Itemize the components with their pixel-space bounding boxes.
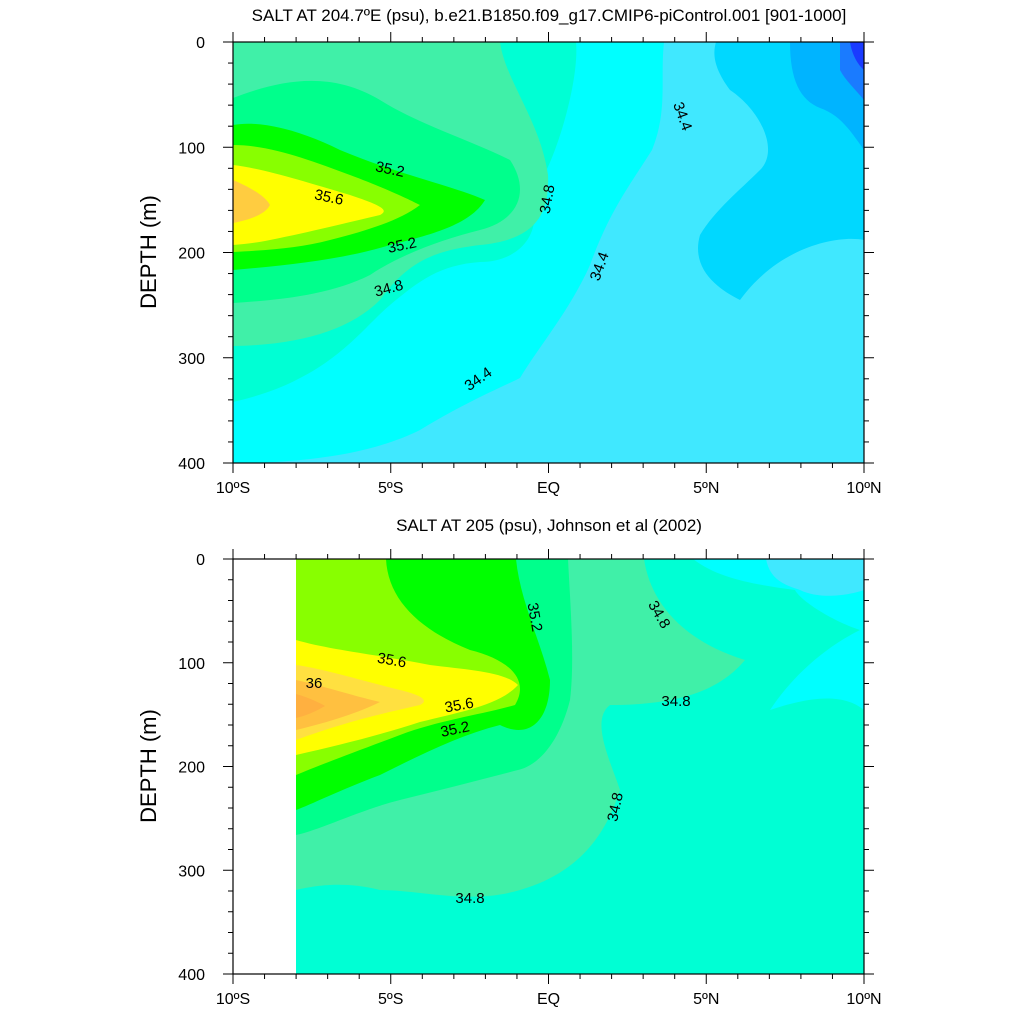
x-tick-label: 10ºS <box>216 991 250 1008</box>
panel1-title: SALT AT 204.7ºE (psu), b.e21.B1850.f09_g… <box>252 6 847 25</box>
contour-label: 35.2 <box>439 718 471 741</box>
y-tick-label: 0 <box>196 552 205 569</box>
contour-label: 34.8 <box>373 277 406 301</box>
y-tick-label: 300 <box>178 351 205 368</box>
panel2-contours <box>296 559 864 974</box>
contour-label: 34.8 <box>537 183 559 215</box>
y-tick-label: 200 <box>178 760 205 777</box>
panel1-ylabel: DEPTH (m) <box>136 195 161 309</box>
contour-label: 35.2 <box>374 158 406 181</box>
contour-label: 35.6 <box>443 695 475 717</box>
x-tick-label: 5ºN <box>693 480 719 497</box>
contour-label: 34.8 <box>661 693 690 710</box>
panel2-ylabel: DEPTH (m) <box>136 709 161 823</box>
fill-35.6 <box>233 165 384 245</box>
y-tick-label: 100 <box>178 656 205 673</box>
y-tick-label: 100 <box>178 140 205 157</box>
panel1-ticks: 10ºS 5ºS EQ 5ºN 10ºN 0 100 200 300 400 <box>178 32 882 497</box>
contour-label: 35.6 <box>313 186 345 209</box>
fill-33.6 <box>850 42 864 70</box>
y-tick-label: 400 <box>178 456 205 473</box>
contour-label: 34.8 <box>604 791 627 823</box>
contour-label: 35.6 <box>376 650 408 672</box>
fill-36.0 <box>296 680 380 730</box>
y-tick-label: 200 <box>178 246 205 263</box>
contour-label: 34.8 <box>455 890 484 907</box>
x-tick-label: 10ºN <box>846 480 881 497</box>
panel1-contours <box>233 42 864 463</box>
fill-35.8 <box>233 180 270 223</box>
x-tick-label: 5ºS <box>378 480 403 497</box>
contour-label: 35.2 <box>386 234 418 257</box>
x-tick-label: 5ºS <box>378 991 403 1008</box>
fill-36.2 <box>296 694 325 718</box>
x-tick-label: EQ <box>537 991 560 1008</box>
y-tick-label: 300 <box>178 863 205 880</box>
y-tick-label: 400 <box>178 967 205 984</box>
y-tick-label: 0 <box>196 35 205 52</box>
x-tick-label: 5ºN <box>693 991 719 1008</box>
panel-observed: SALT AT 205 (psu), Johnson et al (2002) … <box>136 516 882 1008</box>
panel2-ticks: 10ºS 5ºS EQ 5ºN 10ºN 0 100 200 300 400 <box>178 549 882 1008</box>
x-tick-label: EQ <box>537 480 560 497</box>
contour-label: 35.2 <box>524 601 546 633</box>
fill-34.4 <box>693 559 864 710</box>
x-tick-label: 10ºS <box>216 480 250 497</box>
panel-model: SALT AT 204.7ºE (psu), b.e21.B1850.f09_g… <box>136 6 882 497</box>
panel2-title: SALT AT 205 (psu), Johnson et al (2002) <box>396 516 702 535</box>
x-tick-label: 10ºN <box>846 991 881 1008</box>
contour-label: 36 <box>306 675 323 692</box>
fill-34.2 <box>766 559 864 596</box>
